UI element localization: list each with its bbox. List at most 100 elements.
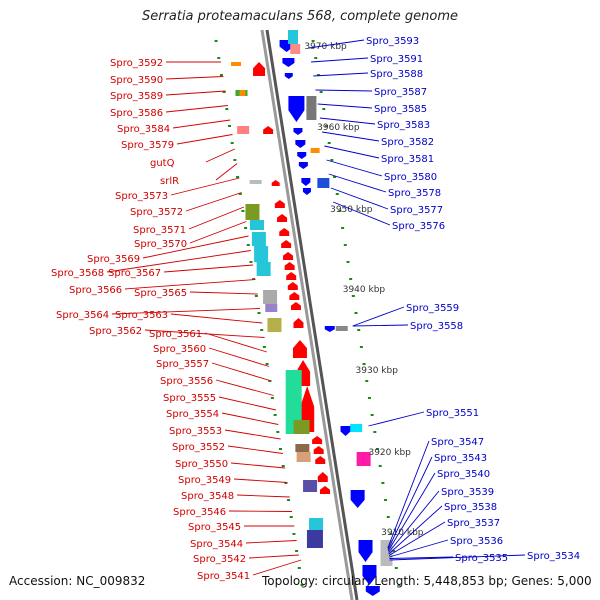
left-gene-label: Spro_3590 — [110, 75, 163, 86]
tick-mark — [322, 108, 326, 110]
tick-mark — [351, 295, 355, 297]
leader-line — [185, 192, 242, 212]
left-gene-label: Spro_3573 — [115, 191, 168, 202]
left-gene-label: Spro_3545 — [188, 522, 241, 533]
forward-gene-arrow — [284, 262, 295, 270]
tick-mark — [238, 193, 242, 195]
tick-mark — [319, 91, 323, 93]
leader-line — [215, 379, 274, 396]
tick-mark — [273, 414, 277, 416]
leader-line — [311, 57, 369, 63]
tick-mark — [270, 397, 274, 399]
gene-annotation-box — [350, 424, 363, 432]
right-gene-label: Spro_3551 — [426, 408, 479, 419]
forward-gene-arrow — [292, 340, 307, 358]
tick-mark — [222, 91, 226, 93]
leader-line — [248, 554, 299, 559]
backbone-line — [260, 29, 354, 600]
leader-line — [144, 329, 265, 338]
map-title: Serratia proteamaculans 568, complete ge… — [141, 9, 459, 24]
right-gene-label: Spro_3581 — [381, 154, 434, 165]
left-gene-label: Spro_3550 — [175, 459, 228, 470]
right-gene-label: Spro_3537 — [447, 518, 500, 529]
left-gene-label: Spro_3553 — [169, 426, 222, 437]
right-gene-label: Spro_3587 — [374, 87, 427, 98]
right-gene-label: Spro_3585 — [374, 104, 427, 115]
scale-label: 3950 kbp — [330, 205, 373, 215]
tick-mark — [249, 261, 253, 263]
leader-line — [245, 540, 297, 544]
right-gene-label: Spro_3583 — [377, 120, 430, 131]
reverse-gene-arrow — [293, 128, 303, 135]
forward-gene-arrow — [317, 472, 328, 482]
reverse-gene-arrow — [324, 326, 335, 332]
left-gene-label: Spro_3546 — [173, 507, 226, 518]
reverse-gene-arrow — [365, 586, 380, 596]
leader-line — [218, 396, 277, 411]
tick-mark — [376, 448, 379, 450]
leader-line — [317, 103, 373, 109]
left-gene-label: Spro_3565 — [134, 288, 187, 299]
reverse-gene-arrow — [340, 426, 351, 436]
leader-line — [221, 412, 279, 425]
leader-line — [205, 148, 235, 163]
leader-line — [387, 456, 433, 550]
forward-gene-arrow — [313, 446, 324, 454]
leader-line — [172, 119, 231, 129]
tick-mark — [262, 346, 266, 348]
tick-mark — [386, 516, 390, 518]
reverse-gene-arrow — [288, 96, 305, 122]
reverse-gene-arrow — [301, 178, 311, 186]
tick-mark — [279, 448, 282, 450]
forward-gene-arrow — [320, 486, 330, 494]
leader-line — [315, 89, 373, 92]
leader-line — [388, 521, 446, 556]
leader-line — [352, 306, 405, 327]
tick-mark — [373, 431, 377, 433]
gene-annotation-box — [239, 90, 246, 96]
forward-gene-arrow — [263, 126, 274, 134]
gene-annotation-box — [306, 530, 323, 548]
tick-mark — [284, 482, 288, 484]
leader-line — [324, 145, 380, 159]
leader-line — [236, 494, 290, 498]
right-gene-label: Spro_3535 — [455, 553, 508, 564]
left-gene-label: Spro_3570 — [134, 239, 187, 250]
forward-gene-arrow — [277, 214, 288, 222]
gene-annotation-box — [295, 444, 310, 452]
tick-mark — [292, 533, 296, 535]
tick-mark — [367, 397, 371, 399]
gene-annotation-box — [296, 452, 311, 462]
reverse-gene-arrow — [302, 188, 311, 195]
forward-gene-arrow — [312, 436, 323, 444]
leader-line — [388, 505, 443, 555]
leader-line — [188, 206, 245, 230]
gene-annotation-box — [267, 318, 282, 332]
right-gene-label: Spro_3539 — [441, 487, 494, 498]
leader-line — [165, 90, 226, 96]
tick-mark — [365, 380, 369, 382]
left-gene-label: Spro_3542 — [193, 554, 246, 565]
gene-annotation-box — [310, 148, 320, 153]
gene-annotation-box — [335, 326, 348, 331]
gene-annotation-box — [309, 518, 324, 532]
reverse-gene-arrow — [282, 58, 295, 67]
tick-mark — [219, 74, 223, 76]
tick-mark — [244, 227, 248, 229]
right-gene-label: Spro_3559 — [406, 303, 459, 314]
forward-gene-arrow — [315, 456, 326, 464]
gene-annotation-box — [317, 178, 330, 188]
forward-gene-arrow — [289, 292, 300, 300]
left-gene-label: Spro_3548 — [181, 491, 234, 502]
left-gene-label: srlR — [160, 176, 179, 187]
tick-mark — [287, 499, 291, 501]
left-gene-label: Spro_3572 — [130, 207, 183, 218]
leader-line — [308, 39, 365, 49]
leader-line — [228, 510, 293, 512]
leader-line — [170, 177, 240, 196]
scale-label: 3930 kbp — [356, 366, 399, 376]
leader-line — [111, 308, 260, 315]
leader-line — [176, 134, 233, 145]
tick-mark — [268, 380, 272, 382]
leader-line — [142, 235, 249, 259]
